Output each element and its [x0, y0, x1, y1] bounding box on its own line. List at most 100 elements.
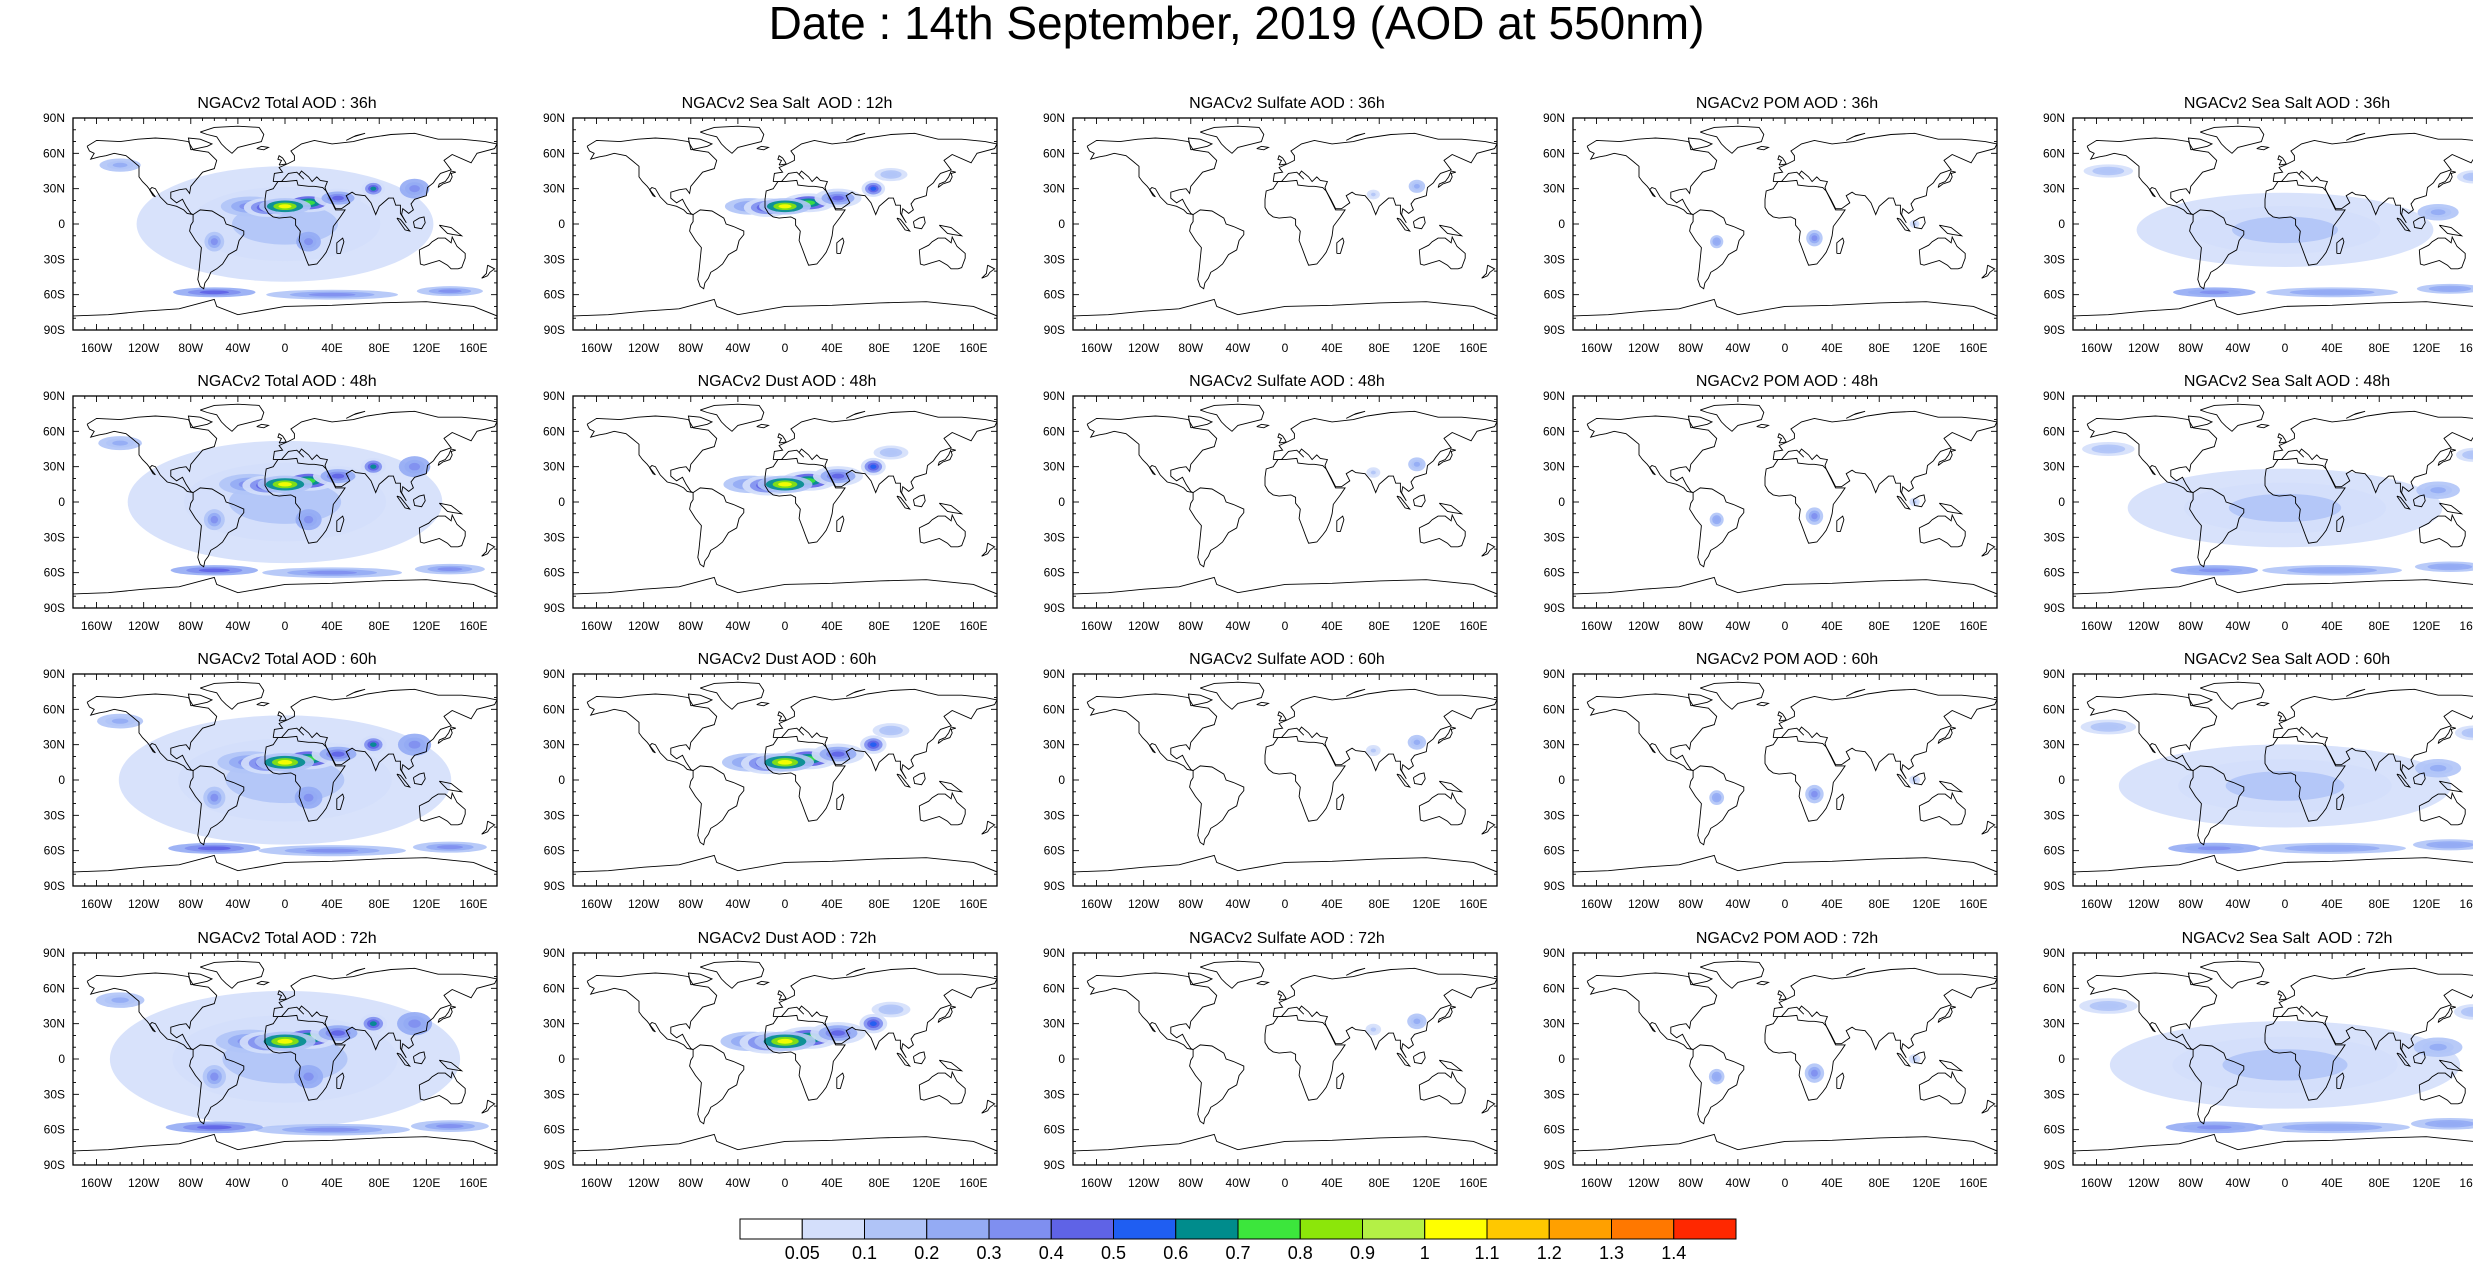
map-frame: [572, 395, 998, 609]
aod-contour: [2467, 174, 2473, 180]
aod-contour: [210, 515, 219, 524]
coastline: [481, 820, 496, 835]
coastline: [1687, 972, 1714, 986]
lon-tick-label: 80W: [1178, 1176, 1203, 1190]
aod-contour: [870, 464, 877, 469]
coastline: [700, 125, 765, 154]
aod-contour: [884, 1006, 898, 1013]
coastline: [938, 502, 964, 515]
coastline: [689, 209, 745, 290]
coastlines: [573, 403, 997, 595]
lon-tick-label: 0: [782, 619, 789, 633]
coastline: [938, 224, 964, 237]
lat-tick-label: 60S: [1044, 1123, 1065, 1137]
lat-tick-label: 0: [2058, 1052, 2065, 1066]
aod-contour: [408, 740, 421, 749]
lat-tick-label: 30S: [44, 808, 65, 822]
coastline: [438, 780, 464, 793]
coastline: [2438, 224, 2464, 237]
lon-tick-label: 40E: [821, 341, 842, 355]
coastline: [1187, 137, 1214, 151]
world-map: 90N 60N 30N 0 30S 60S 90S 160W 120W 80W 40W 0 40E 80E…: [1043, 946, 1498, 1190]
coastline: [1336, 793, 1345, 810]
world-map: 90N 60N 30N 0 30S 60S 90S 160W 120W 80W 40W 0 40E 80E…: [543, 111, 998, 355]
coastline: [2189, 765, 2245, 846]
coastline: [1836, 1072, 1845, 1089]
coastline: [187, 693, 214, 707]
coastline: [1845, 132, 1866, 141]
coastline: [438, 502, 464, 515]
map-frame: [1072, 395, 1498, 609]
aod-contour: [278, 204, 292, 209]
lon-tick-label: 120W: [1128, 619, 1160, 633]
coastlines: [73, 960, 497, 1152]
aod-contour: [1810, 1069, 1818, 1077]
lon-tick-label: 160W: [1581, 341, 1613, 355]
lon-tick-label: 120E: [2412, 619, 2440, 633]
coastline: [1772, 410, 1997, 502]
coastline: [1687, 137, 1714, 151]
coastline: [1764, 457, 1846, 544]
world-map: 90N 60N 30N 0 30S 60S 90S 160W 120W 80W 40W 0 40E 80E…: [1543, 946, 1998, 1190]
colorbar-swatch: [1362, 1218, 1426, 1240]
lon-tick-label: 0: [1282, 897, 1289, 911]
lat-tick-label: 60S: [544, 288, 565, 302]
coastline: [1277, 990, 1287, 1001]
colorbar-swatch: [1237, 1218, 1301, 1240]
aod-contour: [2429, 1043, 2447, 1051]
coastline: [1437, 726, 1456, 744]
map-panel: NGACv2 Sea Salt AOD : 72h 90N 60N 30N 0 30S 60…: [2037, 931, 2473, 1211]
coastline: [1912, 494, 1926, 508]
colorbar-swatch: [1050, 1218, 1114, 1240]
map-frame: [1572, 952, 1998, 1166]
coastline: [1438, 502, 1464, 515]
lat-tick-label: 60N: [43, 981, 65, 995]
lon-tick-label: 120W: [128, 341, 160, 355]
aod-contour: [2232, 216, 2338, 244]
coastline: [1756, 145, 1770, 151]
lon-tick-label: 120E: [1912, 1176, 1940, 1190]
panel-title: NGACv2 Total AOD : 36h: [197, 95, 377, 112]
coastline: [586, 693, 718, 772]
coastline: [687, 137, 714, 151]
colorbar-swatch: [988, 1218, 1052, 1240]
lat-tick-label: 30S: [1544, 530, 1565, 544]
coastline: [2396, 1052, 2411, 1067]
lat-tick-label: 30S: [1544, 1087, 1565, 1101]
lat-tick-label: 30N: [1043, 460, 1065, 474]
lon-tick-label: 80W: [2178, 619, 2203, 633]
coastline: [1437, 170, 1456, 188]
lon-tick-label: 160W: [2081, 619, 2113, 633]
lon-tick-label: 40W: [1226, 619, 1251, 633]
panel-title: NGACv2 POM AOD : 72h: [1695, 930, 1879, 947]
map-panel: NGACv2 Total AOD : 48h 90N 60N 30N 0 30S 60S 90…: [37, 374, 537, 654]
coastline: [2264, 457, 2346, 544]
coastline: [1200, 125, 1265, 154]
aod-contour: [199, 290, 230, 295]
coastline: [1689, 209, 1745, 290]
aod-contour: [2097, 1003, 2119, 1009]
lat-tick-label: 30S: [44, 252, 65, 266]
lon-tick-label: 0: [282, 619, 289, 633]
world-map: 90N 60N 30N 0 30S 60S 90S 160W 120W 80W 40W 0 40E 80E…: [543, 946, 998, 1190]
aod-contour: [2436, 842, 2464, 847]
lon-tick-label: 160W: [1081, 1176, 1113, 1190]
lon-tick-label: 120E: [412, 897, 440, 911]
lon-tick-label: 160E: [459, 619, 487, 633]
lon-tick-label: 160W: [81, 897, 113, 911]
lon-tick-label: 160E: [459, 897, 487, 911]
coastline: [277, 990, 287, 1001]
coastline: [272, 688, 497, 780]
lon-tick-label: 40E: [821, 1176, 842, 1190]
lon-tick-label: 160E: [2459, 1176, 2473, 1190]
colorbar-swatch: [1424, 1218, 1488, 1240]
coastline: [73, 298, 497, 317]
lon-tick-label: 160E: [1959, 897, 1987, 911]
coastlines: [1573, 960, 1997, 1152]
aod-contour: [2467, 452, 2473, 458]
map-panel: NGACv2 POM AOD : 60h 90N 60N 30N 0 30S 60S 90S 1…: [1537, 652, 2037, 932]
coastline: [1937, 1005, 1956, 1023]
coastline: [1345, 132, 1366, 141]
coastline: [277, 155, 287, 166]
lat-tick-label: 30S: [1044, 1087, 1065, 1101]
